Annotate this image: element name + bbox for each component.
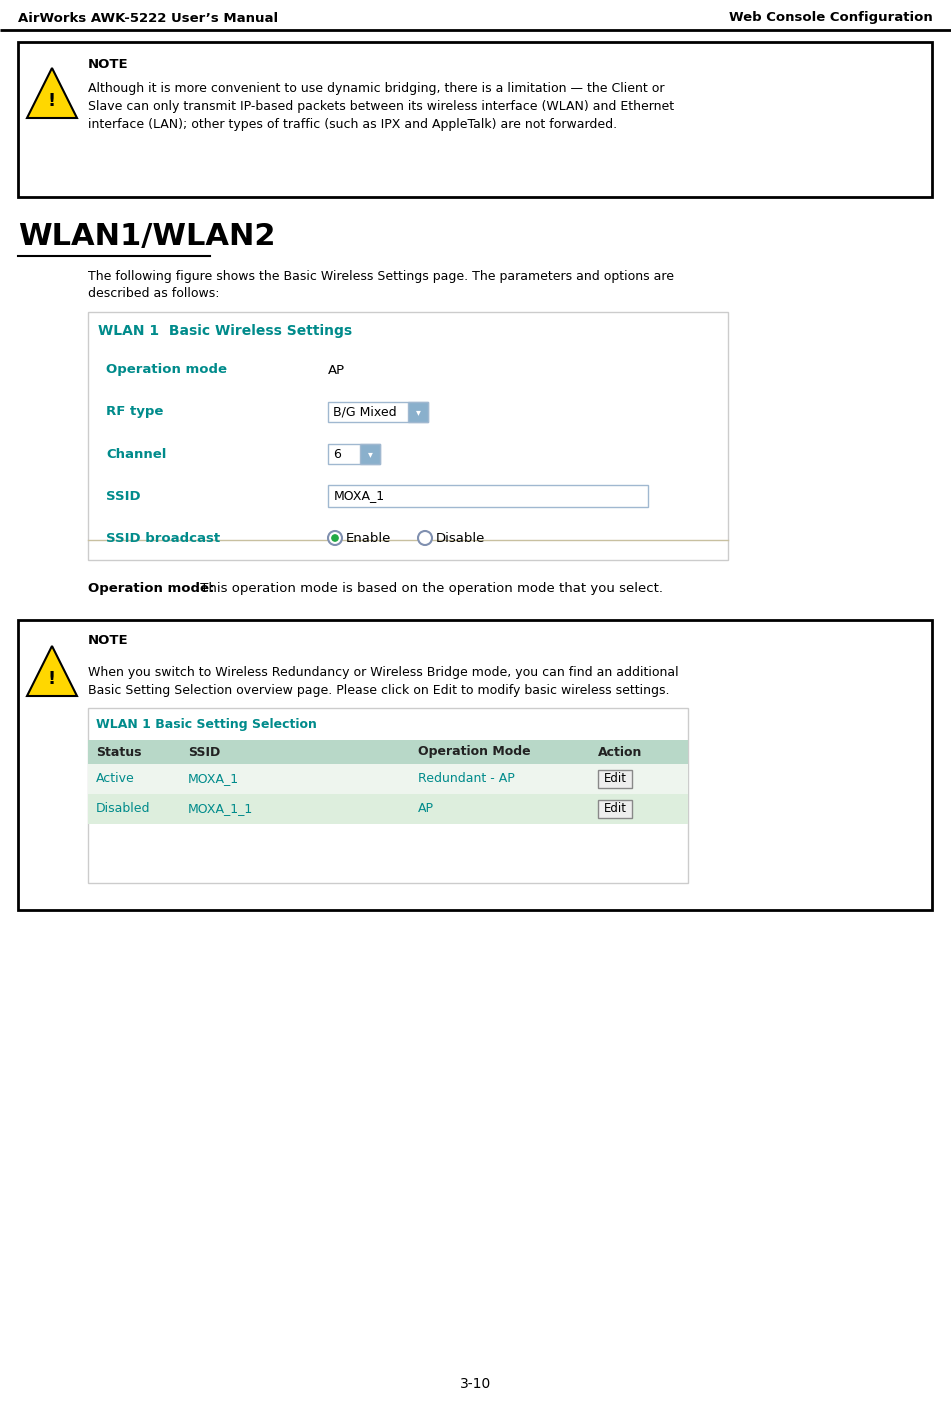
Text: !: ! — [48, 93, 56, 110]
FancyBboxPatch shape — [328, 402, 428, 423]
FancyBboxPatch shape — [88, 795, 688, 824]
FancyBboxPatch shape — [18, 42, 932, 197]
Text: Disabled: Disabled — [96, 803, 150, 816]
Text: SSID: SSID — [106, 490, 141, 503]
FancyBboxPatch shape — [598, 769, 632, 788]
FancyBboxPatch shape — [88, 312, 728, 560]
Text: When you switch to Wireless Redundancy or Wireless Bridge mode, you can find an : When you switch to Wireless Redundancy o… — [88, 665, 679, 680]
Text: Redundant - AP: Redundant - AP — [418, 772, 514, 785]
Text: RF type: RF type — [106, 406, 164, 418]
Text: interface (LAN); other types of traffic (such as IPX and AppleTalk) are not forw: interface (LAN); other types of traffic … — [88, 118, 617, 131]
Text: NOTE: NOTE — [88, 635, 128, 647]
Text: Action: Action — [598, 746, 642, 758]
Text: Edit: Edit — [604, 772, 627, 785]
Circle shape — [328, 531, 342, 545]
Circle shape — [332, 535, 339, 541]
FancyBboxPatch shape — [88, 740, 688, 764]
Text: Operation mode: Operation mode — [106, 364, 227, 376]
Text: NOTE: NOTE — [88, 58, 128, 72]
Text: Operation Mode: Operation Mode — [418, 746, 531, 758]
FancyBboxPatch shape — [88, 764, 688, 795]
Polygon shape — [27, 67, 77, 118]
Text: Disable: Disable — [436, 532, 485, 545]
FancyBboxPatch shape — [408, 402, 428, 423]
Text: Operation mode:: Operation mode: — [88, 583, 214, 595]
FancyBboxPatch shape — [598, 800, 632, 819]
Text: SSID broadcast: SSID broadcast — [106, 532, 220, 545]
Text: WLAN1/WLAN2: WLAN1/WLAN2 — [18, 222, 276, 251]
Text: Basic Setting Selection overview page. Please click on Edit to modify basic wire: Basic Setting Selection overview page. P… — [88, 684, 670, 696]
Text: 6: 6 — [333, 448, 340, 461]
Text: !: ! — [48, 670, 56, 688]
Polygon shape — [27, 646, 77, 696]
Text: Status: Status — [96, 746, 142, 758]
FancyBboxPatch shape — [360, 444, 380, 463]
Text: MOXA_1: MOXA_1 — [334, 490, 385, 503]
FancyBboxPatch shape — [18, 621, 932, 910]
Circle shape — [418, 531, 432, 545]
Text: Active: Active — [96, 772, 135, 785]
Text: Channel: Channel — [106, 448, 166, 461]
Text: WLAN 1 Basic Setting Selection: WLAN 1 Basic Setting Selection — [96, 717, 317, 731]
FancyBboxPatch shape — [328, 484, 648, 507]
Text: SSID: SSID — [188, 746, 221, 758]
Text: Web Console Configuration: Web Console Configuration — [729, 11, 933, 24]
FancyBboxPatch shape — [328, 444, 380, 463]
Text: 3-10: 3-10 — [460, 1377, 491, 1391]
Text: MOXA_1_1: MOXA_1_1 — [188, 803, 253, 816]
Text: AP: AP — [418, 803, 434, 816]
Text: The following figure shows the Basic Wireless Settings page. The parameters and : The following figure shows the Basic Wir… — [88, 270, 674, 284]
Text: MOXA_1: MOXA_1 — [188, 772, 239, 785]
Text: ▾: ▾ — [368, 449, 373, 459]
Text: AP: AP — [328, 364, 345, 376]
FancyBboxPatch shape — [88, 708, 688, 883]
Text: This operation mode is based on the operation mode that you select.: This operation mode is based on the oper… — [196, 583, 663, 595]
Text: B/G Mixed: B/G Mixed — [333, 406, 397, 418]
Text: WLAN 1  Basic Wireless Settings: WLAN 1 Basic Wireless Settings — [98, 324, 352, 338]
Text: Although it is more convenient to use dynamic bridging, there is a limitation — : Although it is more convenient to use dy… — [88, 81, 665, 95]
Text: described as follows:: described as follows: — [88, 286, 220, 300]
Text: Enable: Enable — [346, 532, 392, 545]
Text: AirWorks AWK-5222 User’s Manual: AirWorks AWK-5222 User’s Manual — [18, 11, 278, 24]
Text: Slave can only transmit IP-based packets between its wireless interface (WLAN) a: Slave can only transmit IP-based packets… — [88, 100, 674, 112]
Text: Edit: Edit — [604, 803, 627, 816]
Text: ▾: ▾ — [416, 407, 420, 417]
